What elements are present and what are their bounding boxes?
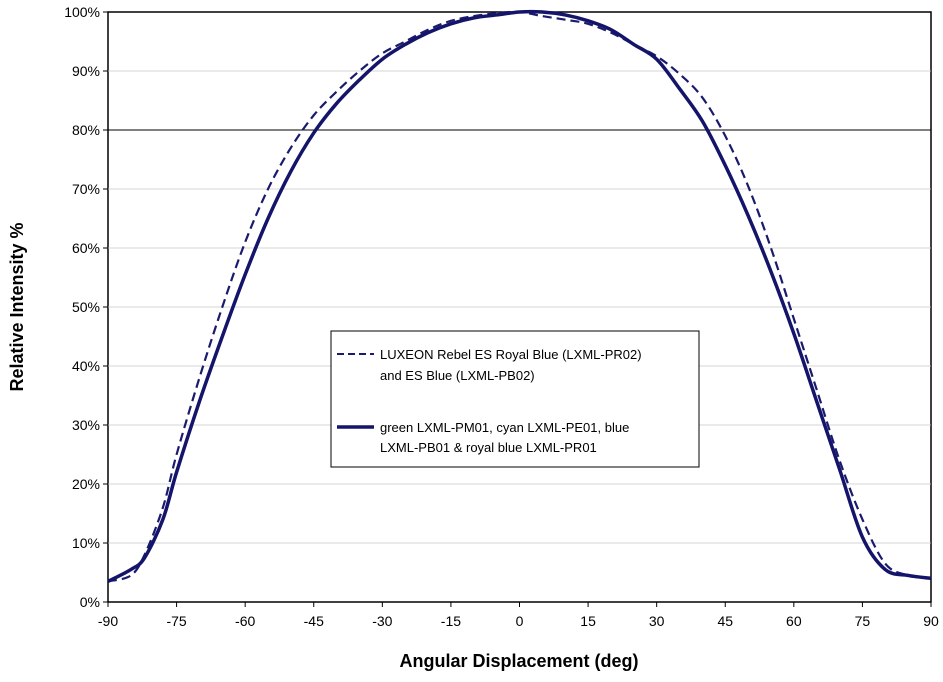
y-tick-label-100: 100% (64, 4, 100, 20)
series-line-2-solid (107, 9, 932, 583)
x-tick-label--15: -15 (441, 613, 461, 629)
x-tick-label-75: 75 (855, 613, 871, 629)
y-tick-label-40: 40% (72, 358, 100, 374)
y-tick-label-30: 30% (72, 417, 100, 433)
x-tick-label-15: 15 (580, 613, 596, 629)
x-tick-label-0: 0 (516, 613, 524, 629)
y-tick-label-80: 80% (72, 122, 100, 138)
legend: LUXEON Rebel ES Royal Blue (LXML-PR02) a… (330, 330, 700, 468)
x-tick-label-30: 30 (649, 613, 665, 629)
legend-label-series-1-line-2: and ES Blue (LXML-PB02) (380, 368, 535, 383)
x-tick-label--60: -60 (235, 613, 255, 629)
x-tick-label--90: -90 (98, 613, 118, 629)
y-tick-label-70: 70% (72, 181, 100, 197)
y-tick-label-10: 10% (72, 535, 100, 551)
x-axis-ticks: -90 -75 -60 -45 -30 -15 0 15 30 45 60 75 90 (98, 602, 939, 629)
x-tick-label-60: 60 (786, 613, 802, 629)
legend-box (330, 330, 700, 468)
y-tick-label-50: 50% (72, 299, 100, 315)
y-tick-label-90: 90% (72, 63, 100, 79)
y-axis-ticks: 0% 10% 20% 30% 40% 50% 60% 70% 80% 90% 100% (64, 4, 108, 610)
y-axis-title: Relative Intensity % (7, 222, 27, 391)
x-tick-label--75: -75 (166, 613, 186, 629)
legend-label-series-2-line-2: LXML-PB01 & royal blue LXML-PR01 (380, 440, 597, 455)
gridlines (108, 70, 931, 544)
x-tick-label-45: 45 (717, 613, 733, 629)
legend-label-series-1-line-1: LUXEON Rebel ES Royal Blue (LXML-PR02) (380, 347, 642, 362)
y-tick-label-60: 60% (72, 240, 100, 256)
x-tick-label--45: -45 (304, 613, 324, 629)
legend-label-series-2-line-1: green LXML-PM01, cyan LXML-PE01, blue (380, 420, 629, 435)
x-axis-title: Angular Displacement (deg) (399, 651, 638, 671)
y-tick-label-20: 20% (72, 476, 100, 492)
x-tick-label-90: 90 (923, 613, 939, 629)
x-tick-label--30: -30 (372, 613, 392, 629)
series-layer (107, 9, 932, 583)
y-tick-label-0: 0% (80, 594, 100, 610)
